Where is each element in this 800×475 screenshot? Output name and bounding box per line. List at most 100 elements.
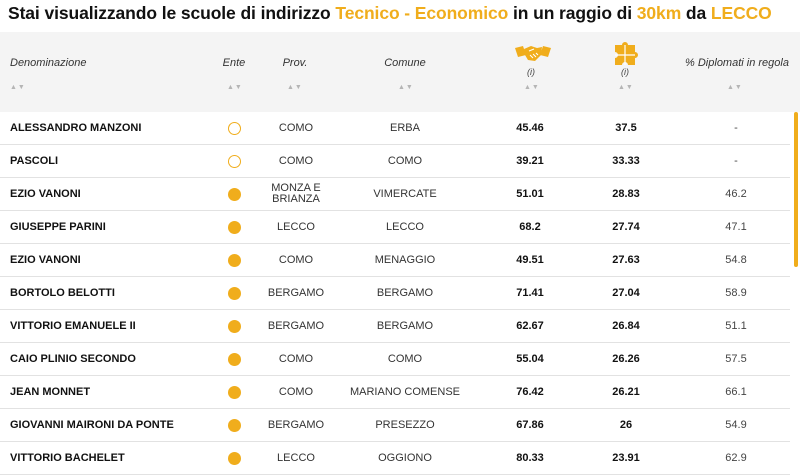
- ente-dot-icon: [227, 385, 241, 399]
- school-name[interactable]: BORTOLO BELOTTI: [10, 286, 115, 299]
- ente-dot-icon: [227, 253, 241, 267]
- comune-cell: BERGAMO: [376, 319, 434, 332]
- ente-dot-icon: [227, 451, 241, 465]
- prov-cell: BERGAMO: [267, 319, 325, 332]
- puzzle-icon: [612, 40, 638, 66]
- table-row[interactable]: JEAN MONNET COMO MARIANO COMENSE 76.42 2…: [0, 376, 790, 409]
- table-row[interactable]: VITTORIO BACHELET LECCO OGGIONO 80.33 23…: [0, 442, 790, 475]
- sort-diplomati-icon[interactable]: ▲▼: [727, 84, 743, 91]
- title-prefix: Stai visualizzando le scuole di indirizz…: [8, 3, 331, 23]
- table-row[interactable]: ALESSANDRO MANZONI COMO ERBA 45.46 37.5 …: [0, 112, 790, 145]
- table-header: Denominazione ▲▼ Ente ▲▼ Prov. ▲▼ Comune…: [0, 32, 800, 112]
- page-title: Stai visualizzando le scuole di indirizz…: [8, 3, 772, 24]
- diplomati-cell: 54.9: [725, 418, 747, 431]
- ente-indicator: [210, 442, 258, 474]
- value1-cell: 39.21: [516, 154, 544, 167]
- comune-cell: COMO: [387, 352, 423, 365]
- prov-cell: BERGAMO: [267, 286, 325, 299]
- school-name[interactable]: EZIO VANONI: [10, 187, 81, 200]
- value2-cell: 23.91: [612, 451, 640, 464]
- value2-cell: 28.83: [612, 187, 640, 200]
- value1-cell: 62.67: [516, 319, 544, 332]
- value2-cell: 27.04: [612, 286, 640, 299]
- sort-prov-icon[interactable]: ▲▼: [287, 84, 303, 91]
- scrollbar-thumb[interactable]: [794, 112, 798, 267]
- prov-cell: COMO: [278, 385, 314, 398]
- ente-indicator: [210, 211, 258, 243]
- value2-cell: 26: [619, 418, 633, 431]
- value1-cell: 68.2: [519, 220, 541, 233]
- diplomati-cell: 51.1: [725, 319, 747, 332]
- value2-cell: 27.74: [612, 220, 640, 233]
- comune-cell: OGGIONO: [378, 451, 432, 464]
- ente-indicator: [210, 244, 258, 276]
- col-header-prov[interactable]: Prov.: [282, 57, 308, 69]
- sort-comune-icon[interactable]: ▲▼: [398, 84, 414, 91]
- ente-indicator: [210, 277, 258, 309]
- ente-dot-icon: [227, 220, 241, 234]
- diplomati-cell: 47.1: [725, 220, 747, 233]
- info-puzzle[interactable]: (i): [621, 67, 629, 77]
- ente-indicator: [210, 178, 258, 210]
- col-header-ente[interactable]: Ente: [222, 57, 246, 69]
- table-row[interactable]: GIUSEPPE PARINI LECCO LECCO 68.2 27.74 4…: [0, 211, 790, 244]
- school-name[interactable]: GIOVANNI MAIRONI DA PONTE: [10, 418, 174, 431]
- school-name[interactable]: VITTORIO BACHELET: [10, 451, 125, 464]
- col-header-diplomati[interactable]: % Diplomati in regola: [685, 57, 789, 69]
- ente-indicator: [210, 409, 258, 441]
- comune-cell: ERBA: [390, 121, 420, 134]
- table-row[interactable]: EZIO VANONI MONZA E BRIANZA VIMERCATE 51…: [0, 178, 790, 211]
- comune-cell: MENAGGIO: [374, 253, 436, 266]
- school-name[interactable]: VITTORIO EMANUELE II: [10, 319, 136, 332]
- col-header-denominazione[interactable]: Denominazione: [10, 57, 87, 69]
- school-name[interactable]: EZIO VANONI: [10, 253, 81, 266]
- school-name[interactable]: CAIO PLINIO SECONDO: [10, 352, 136, 365]
- prov-cell: MONZA E BRIANZA: [271, 182, 321, 205]
- diplomati-cell: 62.9: [725, 451, 747, 464]
- ente-dot-icon: [227, 187, 241, 201]
- ente-indicator: [210, 310, 258, 342]
- prov-cell: BERGAMO: [267, 418, 325, 431]
- value2-cell: 33.33: [612, 154, 640, 167]
- ente-dot-icon: [227, 418, 241, 432]
- table-row[interactable]: BORTOLO BELOTTI BERGAMO BERGAMO 71.41 27…: [0, 277, 790, 310]
- prov-cell: COMO: [278, 352, 314, 365]
- value1-cell: 80.33: [516, 451, 544, 464]
- table-row[interactable]: EZIO VANONI COMO MENAGGIO 49.51 27.63 54…: [0, 244, 790, 277]
- table-row[interactable]: GIOVANNI MAIRONI DA PONTE BERGAMO PRESEZ…: [0, 409, 790, 442]
- table-row[interactable]: PASCOLI COMO COMO 39.21 33.33 -: [0, 145, 790, 178]
- diplomati-cell: 57.5: [725, 352, 747, 365]
- value2-cell: 26.21: [612, 385, 640, 398]
- ente-indicator: [210, 145, 258, 177]
- handshake-icon: [514, 42, 552, 66]
- sort-col6-icon[interactable]: ▲▼: [618, 84, 634, 91]
- value1-cell: 49.51: [516, 253, 544, 266]
- title-da: da: [685, 3, 707, 23]
- ente-indicator: [210, 343, 258, 375]
- ente-indicator: [210, 112, 258, 144]
- value2-cell: 37.5: [615, 121, 637, 134]
- info-handshake[interactable]: (i): [527, 67, 535, 77]
- diplomati-cell: -: [734, 121, 738, 134]
- diplomati-cell: -: [734, 154, 738, 167]
- ente-dot-icon: [227, 286, 241, 300]
- school-name[interactable]: ALESSANDRO MANZONI: [10, 121, 142, 134]
- school-name[interactable]: GIUSEPPE PARINI: [10, 220, 106, 233]
- sort-denominazione-icon[interactable]: ▲▼: [10, 84, 26, 91]
- prov-cell: LECCO: [277, 220, 315, 233]
- sort-col5-icon[interactable]: ▲▼: [524, 84, 540, 91]
- diplomati-cell: 46.2: [725, 187, 747, 200]
- title-raggio: 30km: [636, 3, 682, 23]
- school-name[interactable]: JEAN MONNET: [10, 385, 91, 398]
- value2-cell: 26.26: [612, 352, 640, 365]
- col-header-comune[interactable]: Comune: [384, 57, 426, 69]
- table-row[interactable]: CAIO PLINIO SECONDO COMO COMO 55.04 26.2…: [0, 343, 790, 376]
- ente-dot-icon: [227, 121, 241, 135]
- value1-cell: 45.46: [516, 121, 544, 134]
- comune-cell: VIMERCATE: [373, 187, 437, 200]
- sort-ente-icon[interactable]: ▲▼: [227, 84, 243, 91]
- school-name[interactable]: PASCOLI: [10, 154, 59, 167]
- value1-cell: 67.86: [516, 418, 544, 431]
- table-row[interactable]: VITTORIO EMANUELE II BERGAMO BERGAMO 62.…: [0, 310, 790, 343]
- value1-cell: 76.42: [516, 385, 544, 398]
